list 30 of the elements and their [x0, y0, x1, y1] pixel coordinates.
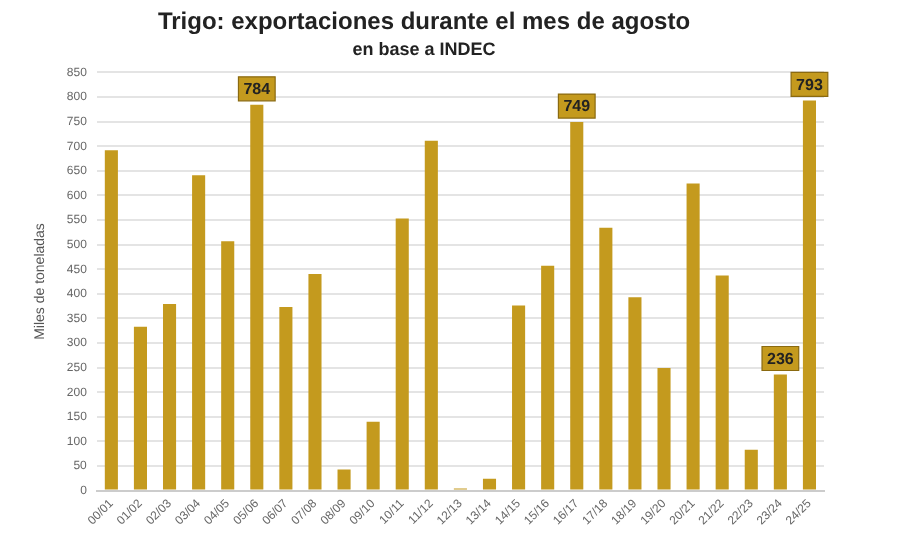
bar	[657, 368, 671, 490]
bar	[163, 304, 177, 490]
bar	[337, 469, 351, 490]
bar	[512, 305, 526, 490]
bar	[133, 326, 147, 490]
bar	[250, 104, 264, 490]
data-label: 236	[767, 349, 795, 368]
bar	[686, 183, 700, 490]
bar	[366, 421, 380, 490]
bar	[773, 374, 787, 490]
bar	[599, 227, 613, 490]
data-label: 793	[796, 75, 824, 94]
bar	[424, 140, 438, 490]
bar	[279, 307, 293, 490]
bar	[715, 275, 729, 490]
bar	[104, 150, 118, 490]
bar	[395, 218, 409, 490]
bar	[744, 449, 758, 490]
bar	[192, 175, 206, 490]
data-label: 749	[563, 97, 592, 116]
bar	[308, 274, 322, 490]
bar	[482, 478, 497, 490]
bar	[541, 265, 555, 490]
chart-title: Trigo: exportaciones durante el mes de agosto	[157, 7, 691, 36]
data-label: 784	[243, 80, 272, 99]
chart-subtitle: en base a INDEC	[352, 38, 497, 59]
bar	[628, 297, 642, 490]
bar	[570, 122, 584, 490]
bar	[802, 100, 816, 490]
bar	[221, 241, 235, 490]
